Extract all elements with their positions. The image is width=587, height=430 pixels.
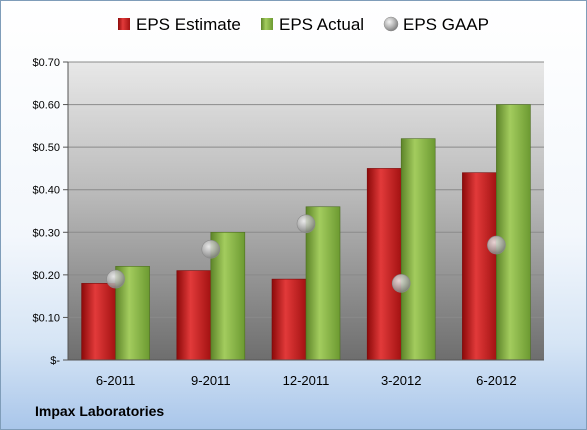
marker-eps-gaap-3-2012 <box>391 274 411 293</box>
x-tick-label: 3-2012 <box>381 373 421 388</box>
y-tick-label: $0.10 <box>32 312 60 324</box>
legend-label-eps-gaap: EPS GAAP <box>403 15 489 34</box>
bar-eps-actual-6-2012 <box>496 104 531 361</box>
legend: EPS Estimate EPS Actual EPS GAAP <box>118 15 489 34</box>
bar-eps-estimate-9-2011 <box>176 270 212 361</box>
y-tick-label: $0.60 <box>32 100 60 112</box>
bar-eps-estimate-6-2011 <box>81 283 116 361</box>
marker-eps-gaap-6-2011 <box>106 269 125 289</box>
bar-eps-actual-3-2012 <box>400 138 436 361</box>
y-tick-label: $- <box>50 355 60 367</box>
bar-eps-estimate-12-2011 <box>271 278 307 361</box>
gaap-markers <box>106 214 506 293</box>
x-tick-label: 6-2011 <box>96 373 136 388</box>
x-tick-label: 9-2011 <box>191 373 231 388</box>
marker-eps-gaap-12-2011 <box>296 214 316 234</box>
x-axis: 6-2011 9-2011 12-2011 3-2012 6-2012 <box>68 359 544 388</box>
y-axis: $- $0.10 $0.20 $0.30 $0.40 $0.50 $0.60 $0.70 <box>32 57 69 367</box>
x-tick-label: 6-2012 <box>476 373 516 388</box>
y-tick-label: $0.20 <box>32 270 60 282</box>
legend-swatch-eps-actual <box>261 18 273 30</box>
company-name: Impax Laboratories <box>35 403 165 419</box>
y-tick-label: $0.70 <box>32 57 60 69</box>
bar-eps-estimate-3-2012 <box>366 168 402 361</box>
marker-eps-gaap-9-2011 <box>201 240 221 259</box>
y-tick-label: $0.40 <box>32 185 60 197</box>
legend-swatch-eps-gaap <box>383 16 399 32</box>
y-tick-label: $0.50 <box>32 142 60 154</box>
legend-swatch-eps-estimate <box>118 18 130 30</box>
legend-label-eps-estimate: EPS Estimate <box>136 15 241 34</box>
x-tick-label: 12-2011 <box>283 373 330 388</box>
marker-eps-gaap-6-2012 <box>487 235 506 255</box>
y-tick-label: $0.30 <box>32 227 60 239</box>
legend-label-eps-actual: EPS Actual <box>279 15 364 34</box>
bar-eps-estimate-6-2012 <box>462 172 497 361</box>
bar-eps-actual-12-2011 <box>305 206 341 361</box>
